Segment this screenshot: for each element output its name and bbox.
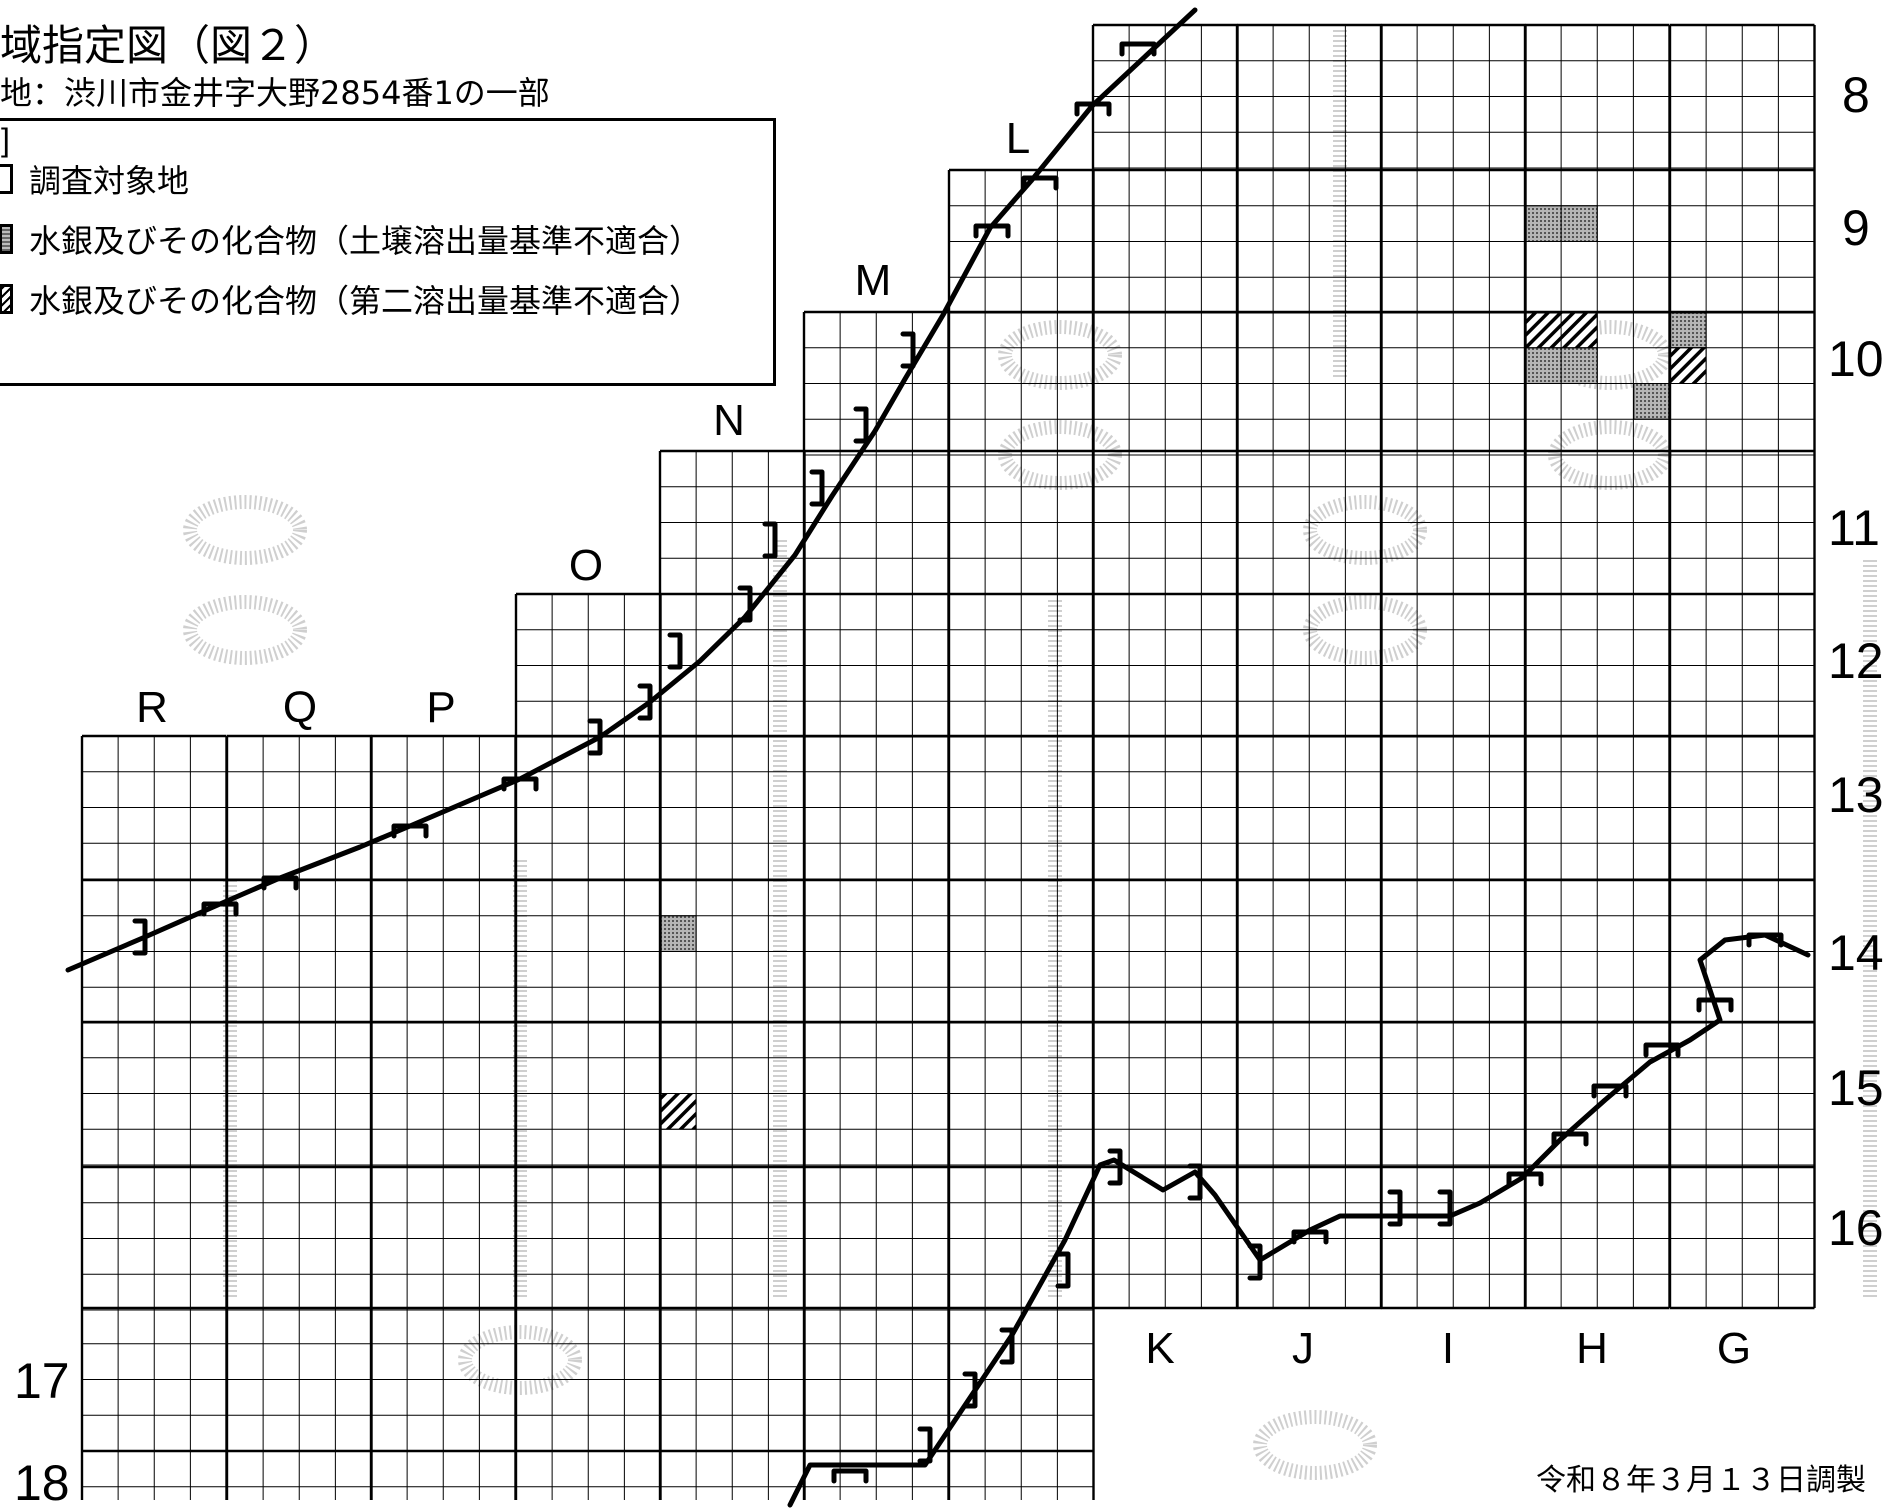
- boundary-marker: [917, 1426, 933, 1464]
- boundary-marker: [501, 776, 539, 792]
- boundary-marker: [1074, 101, 1112, 117]
- column-label-o: O: [569, 541, 603, 590]
- row-label-18: 18: [14, 1455, 70, 1511]
- legend: ] 調査対象地 水銀及びその化合物（土壌溶出量基準不適合） 水銀及びその化合物（…: [0, 118, 776, 386]
- row-label-14: 14: [1828, 925, 1884, 981]
- column-label-r: R: [136, 683, 168, 732]
- grid-labels: R Q P O N M L K J I H G 8 9 10 11 12 13 14 15 16 17 18: [14, 67, 1884, 1511]
- boundary-marker: [1746, 932, 1784, 948]
- boundary-marker: [1187, 1163, 1203, 1201]
- boundary-marker: [831, 1468, 869, 1484]
- column-label-n: N: [713, 396, 745, 445]
- boundary-marker: [132, 918, 148, 956]
- boundary-marker: [1247, 1243, 1263, 1281]
- boundary-marker: [201, 901, 239, 917]
- boundary-marker: [1591, 1083, 1629, 1099]
- boundary-marker: [637, 683, 653, 721]
- column-label-i: I: [1442, 1324, 1454, 1373]
- boundary-marker: [1119, 41, 1157, 57]
- survey-boundary: [65, 7, 1811, 1508]
- page-title: 域指定図（図２）: [0, 21, 337, 70]
- boundary-marker: [391, 823, 429, 839]
- legend-label: 水銀及びその化合物（土壌溶出量基準不適合）: [29, 222, 702, 260]
- boundary-marker: [900, 331, 916, 369]
- column-label-l: L: [1006, 114, 1030, 163]
- legend-heading: ]: [1, 122, 10, 158]
- soil-elution-cell: [1669, 311, 1707, 349]
- hatched-fill-icon: [0, 284, 13, 314]
- legend-item-soil-elution: 水銀及びその化合物（土壌溶出量基準不適合）: [0, 219, 702, 260]
- boundary-marker: [1696, 997, 1734, 1013]
- site-location: 地：渋川市金井字大野2854番1の一部: [0, 74, 550, 112]
- boundary-marker: [1021, 175, 1059, 191]
- boundary-marker: [809, 469, 825, 507]
- boundary-marker: [1055, 1251, 1071, 1289]
- legend-item-second-elution: 水銀及びその化合物（第二溶出量基準不適合）: [0, 279, 702, 320]
- second-elution-cell: [1669, 347, 1707, 384]
- boundary-marker: [1506, 1171, 1544, 1187]
- soil-elution-cell: [1633, 383, 1671, 420]
- dotted-fill-icon: [0, 224, 13, 254]
- legend-item-survey-area: 調査対象地: [0, 159, 190, 200]
- row-label-11: 11: [1828, 500, 1880, 556]
- boundary-marker: [737, 585, 753, 623]
- boundary-marker: [261, 875, 299, 891]
- row-label-8: 8: [1842, 67, 1870, 123]
- row-label-15: 15: [1828, 1060, 1884, 1116]
- boundary-marker: [762, 521, 778, 559]
- boundary-bracket-icon: [0, 164, 13, 194]
- upper-boundary-line: [65, 7, 1198, 973]
- preparation-date: 令和８年３月１３日調製: [1536, 1463, 1866, 1498]
- boundary-marker: [587, 718, 603, 756]
- legend-label: 調査対象地: [29, 162, 190, 200]
- column-label-j: J: [1292, 1324, 1314, 1373]
- column-label-m: M: [855, 256, 892, 305]
- column-label-q: Q: [283, 683, 317, 732]
- boundary-marker: [1291, 1229, 1329, 1245]
- row-label-17: 17: [14, 1353, 70, 1409]
- row-label-10: 10: [1828, 331, 1884, 387]
- boundary-marker: [853, 406, 869, 444]
- boundary-marker: [999, 1327, 1015, 1365]
- legend-label: 水銀及びその化合物（第二溶出量基準不適合）: [29, 282, 702, 320]
- survey-grid: [80, 23, 1816, 1500]
- second-elution-cell: [659, 1093, 697, 1130]
- boundary-marker: [973, 223, 1011, 239]
- row-label-13: 13: [1828, 767, 1884, 823]
- row-label-9: 9: [1842, 200, 1870, 256]
- boundary-marker: [1551, 1131, 1589, 1147]
- column-label-h: H: [1576, 1324, 1608, 1373]
- boundary-marker: [1643, 1042, 1681, 1058]
- column-label-k: K: [1145, 1324, 1174, 1373]
- column-label-p: P: [426, 683, 455, 732]
- row-label-12: 12: [1828, 633, 1884, 689]
- boundary-markers: [132, 41, 1784, 1484]
- boundary-marker: [1437, 1189, 1453, 1227]
- row-label-16: 16: [1828, 1200, 1884, 1256]
- boundary-marker: [1387, 1189, 1403, 1227]
- soil-elution-cell: [659, 915, 697, 952]
- lower-boundary-line: [787, 932, 1811, 1508]
- boundary-marker: [962, 1371, 978, 1409]
- boundary-marker: [1107, 1148, 1123, 1186]
- boundary-marker: [667, 632, 683, 670]
- column-label-g: G: [1717, 1324, 1751, 1373]
- contamination-cells: [659, 205, 1707, 1130]
